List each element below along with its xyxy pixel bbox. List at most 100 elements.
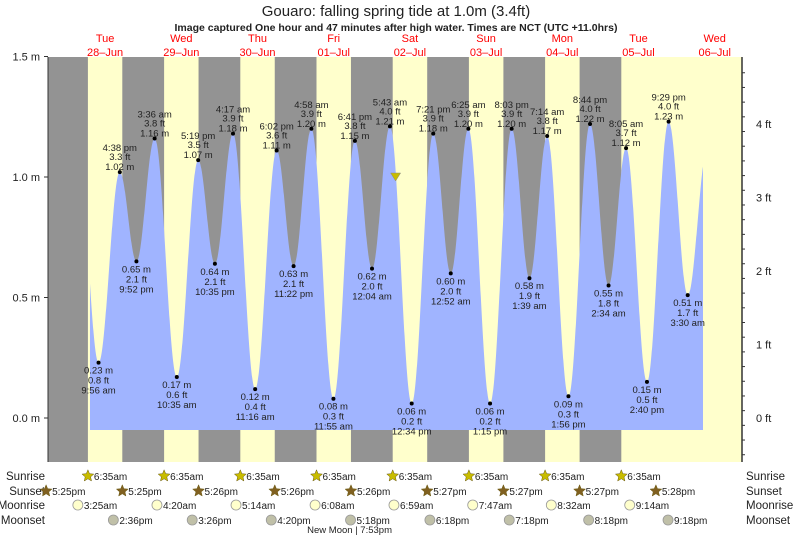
moonset-time-label: 7:18pm: [515, 516, 548, 527]
tide-meters-label: 0.64 m: [200, 267, 229, 278]
sunset-icon: [573, 484, 587, 497]
day-name-label: Sat: [402, 33, 419, 45]
left-axis-tick-label: 1.5 m: [12, 52, 40, 64]
tide-time-label: 4:58 am: [294, 100, 328, 111]
current-level-marker: [390, 172, 402, 182]
moonset-time-label: 3:26pm: [198, 516, 231, 527]
moonset-time-label: 6:18pm: [436, 516, 469, 527]
moonrise-icon: [151, 499, 163, 511]
sunset-time-label: 5:26pm: [357, 487, 390, 498]
tide-feet-label: 3.9 ft: [423, 114, 444, 125]
high-tide-point: [387, 124, 392, 129]
moonrise-time-label: 5:14am: [242, 501, 275, 512]
tide-meters-label: 1.07 m: [184, 150, 213, 161]
day-name-label: Tue: [629, 33, 648, 45]
tide-feet-label: 3.8 ft: [144, 118, 165, 129]
sunrise-time-label: 6:35am: [551, 472, 584, 483]
tide-meters-label: 1.22 m: [576, 114, 605, 125]
moonrise-icon: [230, 499, 242, 511]
sunset-time-label: 5:25pm: [128, 487, 161, 498]
tide-feet-label: 3.8 ft: [537, 116, 558, 127]
tide-meters-label: 1.11 m: [262, 140, 290, 151]
moonrise-row-label-right: Moonrise: [746, 500, 793, 512]
moonrise-icon: [72, 499, 84, 511]
day-date-label: 04–Jul: [546, 47, 578, 59]
tide-feet-label: 0.3 ft: [558, 409, 579, 420]
tide-time-label: 8:05 am: [609, 119, 643, 130]
axes: 0.0 m 0.5 m 1.0 m 1.5 m 0 ft 1 ft 2 ft 3 ft 4 ft: [12, 52, 771, 462]
day-name-label: Thu: [248, 33, 267, 45]
day-date-label: 01–Jul: [317, 47, 349, 59]
tide-time-label: 11:16 am: [236, 412, 275, 423]
tide-meters-label: 0.12 m: [241, 392, 270, 403]
tide-meters-label: 0.06 m: [476, 407, 505, 418]
moonrise-icon: [467, 499, 479, 511]
day-name-label: Fri: [327, 33, 340, 45]
high-tide-point: [545, 134, 550, 139]
sunrise-time-label: 6:35am: [627, 472, 660, 483]
sunset-time-label: 5:28pm: [662, 487, 695, 498]
high-tide-point: [352, 138, 357, 143]
sunset-time-label: 5:26pm: [205, 487, 238, 498]
sunset-icon: [344, 484, 358, 497]
moonset-icon: [583, 514, 595, 526]
sunset-icon: [496, 484, 510, 497]
tide-feet-label: 3.6 ft: [266, 130, 287, 141]
moonrise-time-label: 6:08am: [321, 501, 354, 512]
tide-feet-label: 3.9 ft: [222, 114, 243, 125]
day-date-label: 03–Jul: [470, 47, 502, 59]
sunset-icon: [192, 484, 206, 497]
sunrise-time-label: 6:35am: [323, 472, 356, 483]
tide-feet-label: 0.2 ft: [480, 417, 501, 428]
low-tide-point: [685, 293, 690, 298]
tide-meters-label: 1.18 m: [218, 124, 247, 135]
day-date-label: 30–Jun: [239, 47, 275, 59]
sunrise-icon: [462, 469, 476, 482]
low-tide-point: [96, 360, 101, 365]
tide-time-label: 4:17 am: [216, 105, 250, 116]
tide-time-label: 10:35 pm: [195, 287, 235, 298]
moonrise-time-label: 8:32am: [557, 501, 590, 512]
low-tide-point: [370, 266, 375, 271]
low-tide-point: [566, 394, 571, 399]
sunrise-icon: [386, 469, 400, 482]
tide-meters-label: 1.15 m: [340, 131, 369, 142]
high-tide-point: [117, 170, 122, 175]
tide-time-label: 3:30 am: [671, 318, 705, 329]
moonset-time-label: 5:18pm: [357, 516, 390, 527]
sunrise-time-label: 6:35am: [399, 472, 432, 483]
high-tide-point: [274, 148, 279, 153]
right-axis-tick-label: 3 ft: [756, 193, 771, 205]
tide-meters-label: 0.58 m: [515, 281, 544, 292]
chart-title: Gouaro: falling spring tide at 1.0m (3.4…: [262, 3, 530, 20]
low-tide-point: [448, 271, 453, 276]
tide-meters-label: 0.09 m: [554, 399, 583, 410]
day-name-label: Tue: [96, 33, 115, 45]
sunrise-icon: [233, 469, 247, 482]
day-date-label: 28–Jun: [87, 47, 123, 59]
tide-time-label: 3:36 am: [137, 109, 171, 120]
tide-time-label: 2:34 am: [591, 308, 625, 319]
moonrise-time-label: 3:25am: [84, 501, 117, 512]
tide-meters-label: 1.20 m: [297, 119, 326, 130]
tide-time-label: 9:29 pm: [651, 93, 685, 104]
sunset-icon: [268, 484, 282, 497]
sunrise-icon: [538, 469, 552, 482]
tide-feet-label: 0.5 ft: [636, 395, 657, 406]
moonset-icon: [265, 514, 277, 526]
high-tide-point: [152, 136, 157, 141]
low-tide-point: [134, 259, 139, 264]
chart-subtitle: Image captured One hour and 47 minutes a…: [175, 22, 618, 34]
tide-time-label: 1:15 pm: [473, 427, 507, 438]
sunset-time-label: 5:25pm: [52, 487, 85, 498]
tide-feet-label: 2.1 ft: [283, 279, 304, 290]
moonset-time-label: 2:36pm: [119, 516, 152, 527]
moonset-icon: [503, 514, 515, 526]
moonset-icon: [107, 514, 119, 526]
tide-meters-label: 1.20 m: [497, 119, 526, 130]
tide-time-label: 7:21 pm: [416, 105, 450, 116]
low-tide-point: [488, 401, 493, 406]
sunset-row-label-left: Sunset: [9, 486, 46, 498]
low-tide-point: [174, 375, 179, 380]
high-tide-point: [624, 146, 629, 151]
